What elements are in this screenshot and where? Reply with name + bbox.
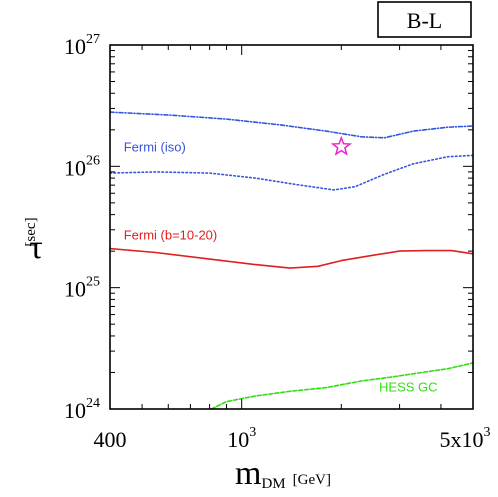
tag-text: B-L	[407, 8, 442, 33]
series-label-fermi-iso: Fermi (iso)	[124, 140, 186, 155]
y-axis-label-unit: [sec]	[23, 217, 39, 246]
series-line-fermi-iso	[109, 111, 474, 139]
series-line-hess-gc	[210, 362, 474, 410]
tag-box-border	[377, 1, 472, 38]
series-label-layer: Fermi (iso) Fermi (b=10-20) HESS GC	[124, 140, 438, 395]
marker-layer	[330, 135, 352, 156]
x-axis-label-group: mDM [GeV]	[235, 455, 331, 492]
tag-box: B-L	[377, 1, 472, 38]
y-tick-label: 1025	[64, 275, 100, 302]
tick-layer: 1024 1025 1026 1027 400 103 5x103	[64, 32, 491, 452]
y-tick-label: 1027	[64, 32, 100, 59]
series-line-fermi-b-10-20	[109, 247, 474, 269]
star-marker	[330, 135, 352, 156]
y-axis-label: τ [sec]	[23, 217, 43, 266]
y-tick-label: 1026	[64, 153, 100, 180]
x-axis-label: mDM [GeV]	[235, 455, 331, 492]
x-tick-label: 103	[227, 425, 256, 452]
series-label-hess-gc: HESS GC	[379, 379, 438, 394]
series-layer	[109, 111, 474, 410]
x-tick-label: 5x103	[440, 425, 491, 452]
plot-frame	[109, 44, 474, 410]
x-tick-label: 400	[94, 427, 127, 452]
y-axis-label-main: τ	[29, 229, 43, 266]
series-label-fermi-b-10-20: Fermi (b=10-20)	[124, 227, 218, 242]
x-axis-label-unit: [GeV]	[293, 472, 331, 488]
y-tick-label: 1024	[64, 396, 100, 423]
x-axis-label-main: m	[235, 455, 261, 492]
series-line-curve-1	[109, 154, 474, 191]
x-axis-label-sub: DM	[261, 476, 285, 492]
